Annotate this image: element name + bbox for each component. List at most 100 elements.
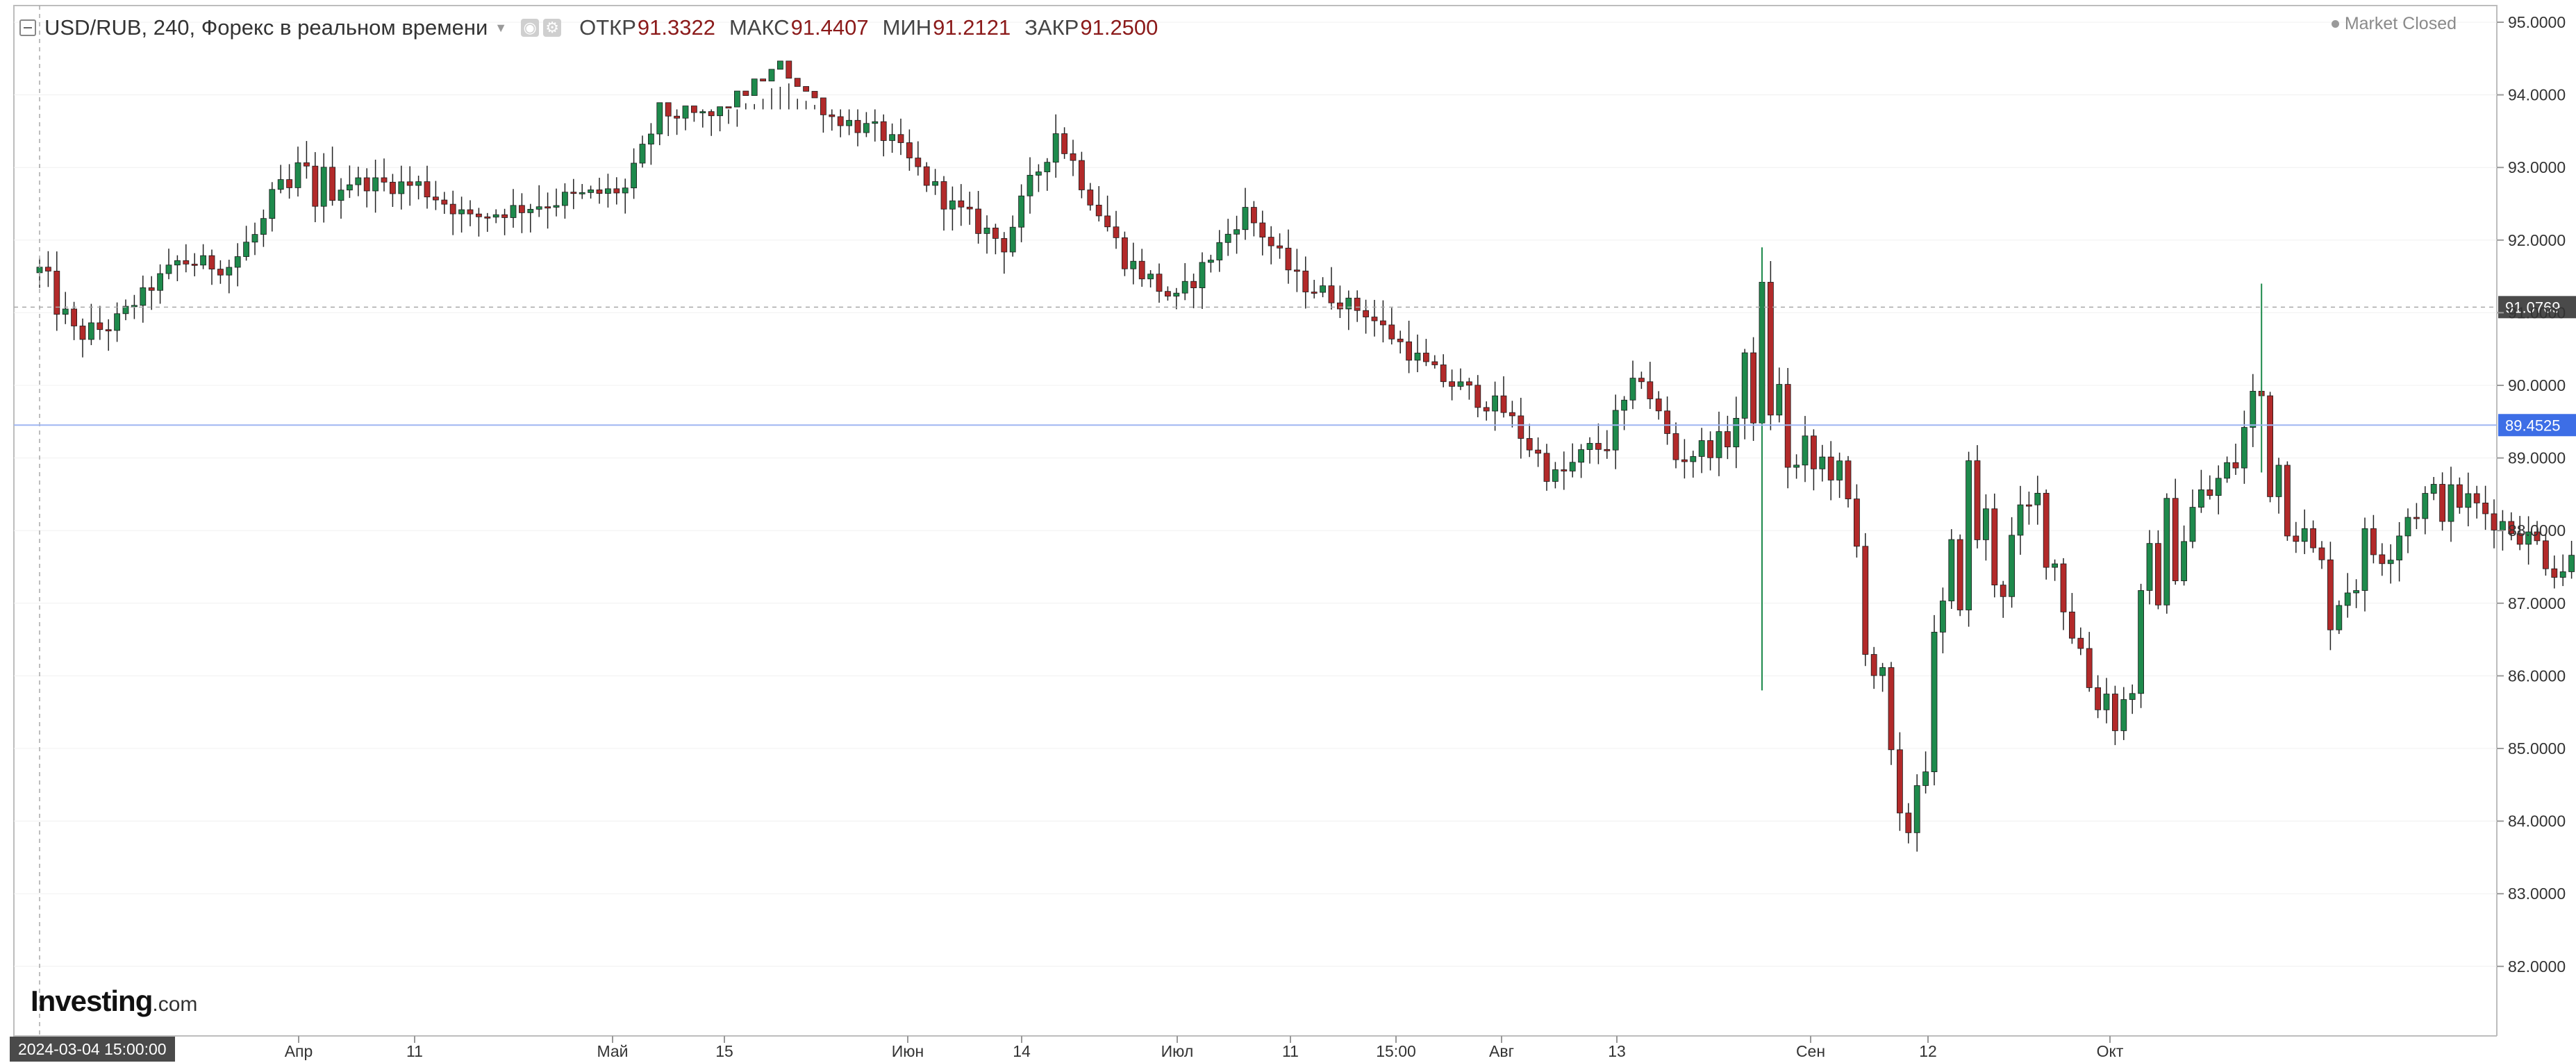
settings-icon[interactable]: ⚙ [543, 19, 562, 37]
candle [1810, 429, 1817, 491]
candle-body [1982, 508, 1989, 540]
candle-body [1819, 456, 1826, 469]
candle-body [1956, 539, 1963, 610]
candle [2103, 678, 2110, 723]
candle [424, 165, 431, 209]
candle-body [1474, 385, 1481, 408]
candle [1586, 437, 1593, 464]
candle [906, 129, 913, 171]
candle [1311, 280, 1318, 299]
candle [312, 152, 319, 222]
y-tick-label: 91.0000 [2508, 303, 2566, 321]
candle-body [2422, 493, 2429, 519]
candle [2318, 541, 2325, 569]
candle-body [467, 209, 474, 215]
candle [2052, 559, 2059, 581]
candle [243, 226, 250, 261]
candle-body [992, 227, 999, 239]
candle-body [579, 192, 585, 194]
candle [277, 165, 284, 194]
candle-body [674, 115, 680, 119]
collapse-legend-icon[interactable] [19, 19, 36, 36]
candle [1509, 401, 1515, 428]
candle-body [2448, 484, 2454, 522]
candle-body [794, 78, 801, 87]
candle-body [398, 181, 405, 194]
candle [2310, 520, 2317, 553]
candle-body [1647, 381, 1654, 399]
x-tick-label: 12 [1919, 1042, 1937, 1060]
candle [406, 166, 413, 206]
candle [1181, 262, 1188, 301]
candle-body [1181, 281, 1188, 294]
candle [760, 78, 766, 110]
candle [433, 181, 439, 210]
candle [2250, 374, 2257, 447]
x-tick-label: Сен [1796, 1042, 1825, 1060]
candle [2232, 444, 2239, 475]
candle [1199, 252, 1206, 309]
x-tick-label: Июл [1161, 1042, 1194, 1060]
candle-body [131, 305, 138, 308]
candle-body [114, 313, 121, 331]
candle-body [2146, 543, 2153, 591]
candle-body [492, 214, 499, 218]
candle-body [458, 209, 465, 215]
candle [1543, 444, 1550, 491]
candle [1578, 444, 1585, 478]
candle-body [2120, 699, 2127, 731]
candle-body [251, 234, 258, 243]
y-tick-label: 94.0000 [2508, 86, 2566, 104]
candle-body [1130, 260, 1137, 269]
candle-body [923, 166, 930, 186]
candle [2095, 675, 2102, 719]
candle-body [1199, 262, 1206, 288]
candle-body [2000, 585, 2006, 597]
symbol-title[interactable]: USD/RUB, 240, Форекс в реальном времени [44, 15, 488, 40]
candle [837, 109, 844, 137]
candle-body [768, 69, 775, 82]
candle-body [2060, 563, 2067, 612]
candle [2353, 579, 2360, 608]
chevron-down-icon[interactable]: ▼ [495, 20, 508, 35]
candle-body [2499, 521, 2506, 530]
candle-body [2284, 464, 2291, 537]
candle-body [2181, 541, 2188, 581]
candle [2197, 469, 2204, 513]
candle-body [811, 91, 818, 99]
candle-body [1294, 269, 1300, 272]
candle [415, 175, 422, 200]
candle [346, 165, 353, 199]
candle-body [1242, 207, 1249, 231]
candle-body [553, 205, 560, 208]
candle-body [1345, 297, 1352, 310]
candle-body [1422, 353, 1429, 362]
candle-body [1009, 226, 1016, 253]
x-tick-label: 11 [1282, 1042, 1299, 1060]
candle-body [2361, 528, 2368, 591]
candle [613, 177, 620, 205]
candle [854, 109, 861, 147]
candle [1406, 320, 1412, 374]
candle [1061, 127, 1067, 159]
visibility-icon[interactable]: ◉ [521, 19, 540, 37]
candle-body [2034, 492, 2041, 505]
candle [2404, 508, 2411, 553]
candle [992, 224, 999, 255]
candle [2009, 517, 2016, 608]
candle-body [1629, 378, 1636, 401]
candle [2215, 465, 2222, 514]
candle [2034, 476, 2041, 525]
candle [390, 174, 396, 208]
candle-body [88, 322, 94, 340]
candle-body [1931, 632, 1938, 773]
candle [820, 97, 826, 133]
candle [2361, 517, 2368, 612]
candle-body [2353, 590, 2360, 594]
candle [631, 148, 637, 199]
candle [734, 90, 740, 127]
x-tick-label: 13 [1608, 1042, 1626, 1060]
candle [329, 147, 336, 206]
candle-body [1569, 462, 1576, 471]
